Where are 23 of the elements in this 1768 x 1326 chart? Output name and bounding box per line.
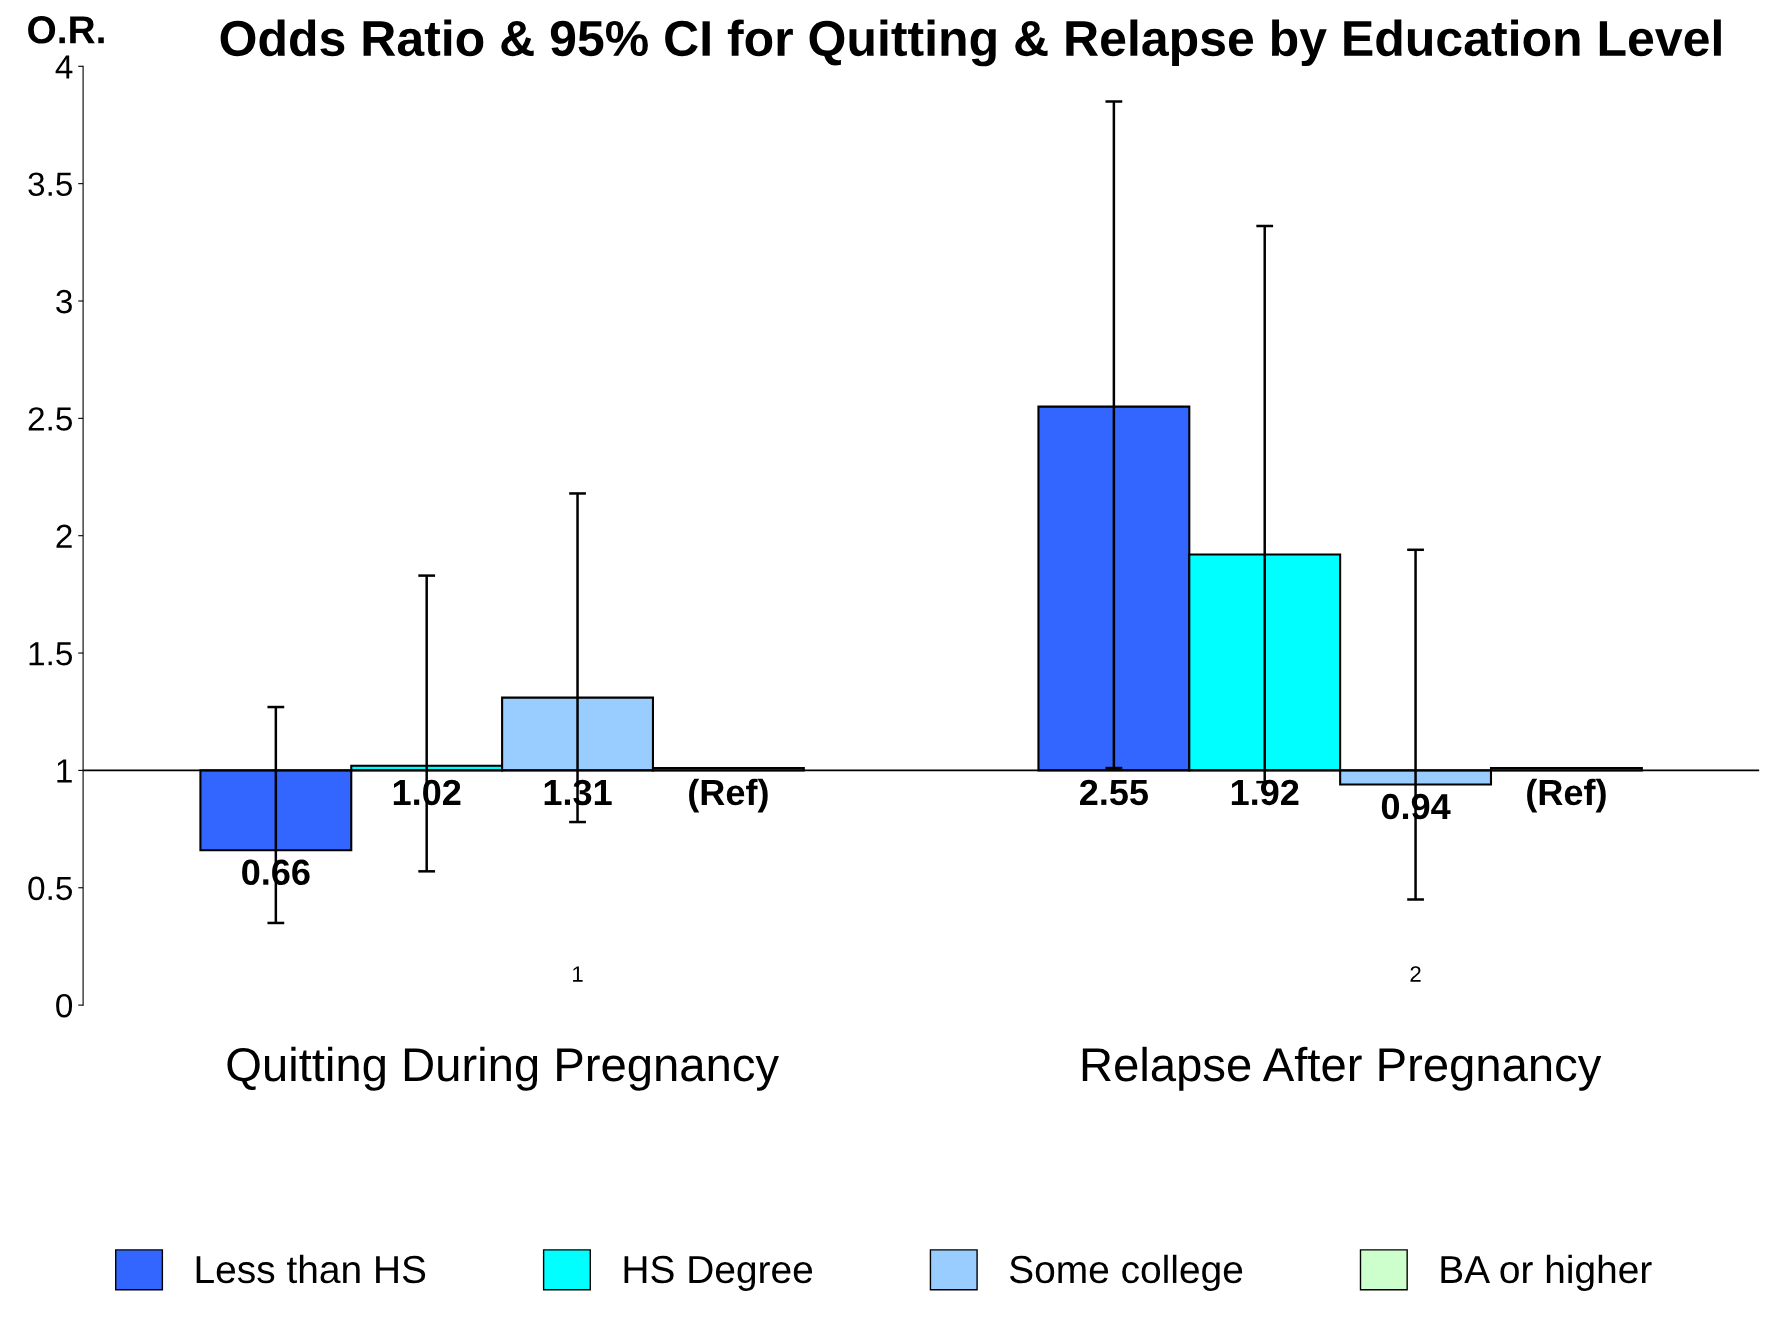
y-tick-label: 4 (55, 55, 73, 79)
legend-label: HS Degree (624, 1255, 813, 1291)
y-tick-label: 2 (56, 524, 72, 548)
y-tick-label: 2.5 (28, 407, 72, 431)
x-tick-label: Relapse After Pregnancy (1082, 1046, 1602, 1091)
y-tick-label: 0.5 (28, 876, 72, 901)
annotation: 1 (573, 966, 583, 982)
legend-label: Less than HS (196, 1254, 426, 1284)
chart-title: Odds Ratio & 95% CI for Quitting & Relapse by Education Level (220, 19, 1721, 67)
y-tick-label: 1.5 (29, 642, 72, 666)
legend-label: BA or higher (1441, 1254, 1652, 1291)
y-tick-label: 1 (57, 759, 72, 783)
y-tick-label: 3.5 (28, 172, 72, 197)
data-label: (Ref) (1527, 778, 1606, 813)
y-tick-label: 0 (56, 993, 73, 1018)
legend-label: Some college (1009, 1254, 1243, 1291)
y-tick-label: 3 (56, 289, 72, 314)
x-tick-label: Quitting During Pregnancy (227, 1046, 779, 1091)
annotation: 2 (1410, 966, 1421, 982)
y-axis-title: O.R. (28, 16, 104, 44)
data-label: 2.55 (1079, 779, 1149, 806)
data-label: (Ref) (689, 778, 768, 813)
data-label: 1.92 (1231, 779, 1299, 806)
